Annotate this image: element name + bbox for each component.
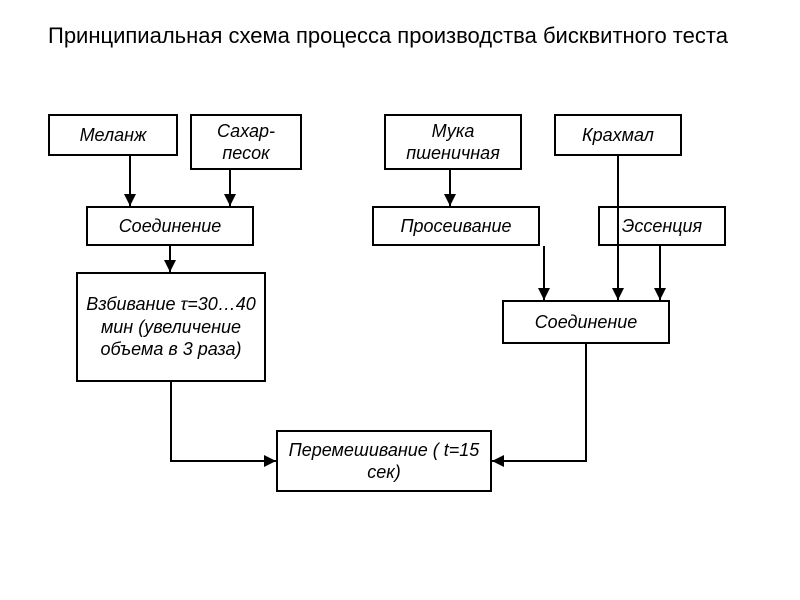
node-label: Взбивание τ=30…40 мин (увеличение объема… <box>84 293 258 361</box>
node-label: Соединение <box>119 215 222 238</box>
node-starch: Крахмал <box>554 114 682 156</box>
node-label: Перемешивание ( t=15 сек) <box>284 439 484 484</box>
edge <box>171 382 276 461</box>
node-label: Меланж <box>80 124 147 147</box>
node-join2: Соединение <box>502 300 670 344</box>
edge <box>492 344 586 461</box>
node-label: Мука пшеничная <box>392 120 514 165</box>
node-essence: Эссенция <box>598 206 726 246</box>
node-label: Сахар- песок <box>198 120 294 165</box>
node-sugar: Сахар- песок <box>190 114 302 170</box>
node-melange: Меланж <box>48 114 178 156</box>
node-flour: Мука пшеничная <box>384 114 522 170</box>
node-label: Крахмал <box>582 124 654 147</box>
node-label: Соединение <box>535 311 638 334</box>
node-mix: Перемешивание ( t=15 сек) <box>276 430 492 492</box>
diagram-title: Принципиальная схема процесса производст… <box>48 22 748 51</box>
node-join1: Соединение <box>86 206 254 246</box>
node-label: Просеивание <box>400 215 511 238</box>
node-whip: Взбивание τ=30…40 мин (увеличение объема… <box>76 272 266 382</box>
node-label: Эссенция <box>622 215 702 238</box>
node-sieve: Просеивание <box>372 206 540 246</box>
